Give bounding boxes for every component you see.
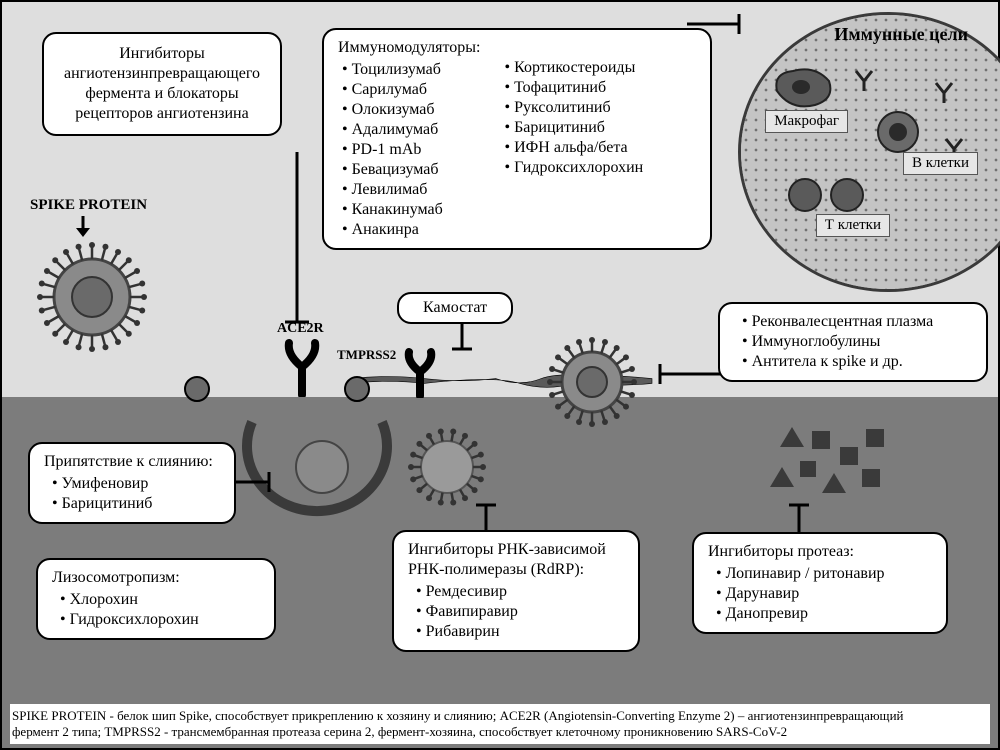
- spike-protein-label: SPIKE PROTEIN: [30, 197, 147, 214]
- fusion-title: Припятствие к слиянию:: [44, 452, 220, 472]
- list-item: Тофацитиниб: [504, 78, 643, 98]
- list-item: Бевацизумаб: [342, 160, 480, 180]
- tbar-plasma-icon: [652, 362, 722, 386]
- list-item: Левилимаб: [342, 180, 480, 200]
- tmprss2-receptor-icon: [397, 344, 443, 398]
- tmprss2-label: TMPRSS2: [337, 347, 396, 363]
- camostat-text: Камостат: [423, 299, 487, 316]
- ace2r-receptor-icon: [277, 337, 327, 397]
- list-item: Лопинавир / ритонавир: [716, 564, 932, 584]
- immune-targets-title: Иммунные цели: [834, 24, 968, 45]
- t-cells-label: Т клетки: [816, 214, 890, 237]
- list-item: Олокизумаб: [342, 100, 480, 120]
- immunomodulators-col2: КортикостероидыТофацитинибРуксолитинибБа…: [500, 58, 643, 178]
- antibody-2-icon: [931, 79, 957, 105]
- list-item: Барицитиниб: [52, 494, 220, 514]
- macrophage-icon: [771, 63, 835, 111]
- footer-legend: SPIKE PROTEIN - белок шип Spike, способс…: [10, 704, 990, 745]
- list-item: Анакинра: [342, 220, 480, 240]
- spike-arrow-icon: [72, 214, 94, 238]
- immunomodulators-box: Иммуномодуляторы: ТоцилизумабСарилумабОл…: [322, 28, 712, 250]
- list-item: Кортикостероиды: [504, 58, 643, 78]
- list-item: Реконвалесцентная плазма: [742, 312, 972, 332]
- protease-title: Ингибиторы протеаз:: [708, 542, 932, 562]
- b-cell-icon: [873, 107, 923, 157]
- list-item: Ремдесивир: [416, 582, 624, 602]
- rdrp-title: Ингибиторы РНК-зависимой РНК-полимеразы …: [408, 540, 624, 580]
- ace2r-label: ACE2R: [277, 321, 324, 337]
- list-item: ИФН альфа/бета: [504, 138, 643, 158]
- fusion-list: УмифеновирБарицитиниб: [44, 474, 220, 514]
- immunomodulators-col1: ТоцилизумабСарилумабОлокизумабАдалимумаб…: [338, 60, 480, 240]
- footer-line1: SPIKE PROTEIN - белок шип Spike, способс…: [12, 708, 988, 724]
- list-item: Канакинумаб: [342, 200, 480, 220]
- lysosomo-list: ХлорохинГидроксихлорохин: [52, 590, 260, 630]
- protease-box: Ингибиторы протеаз: Лопинавир / ритонави…: [692, 532, 948, 634]
- immunomodulators-title: Иммуномодуляторы:: [338, 38, 480, 58]
- list-item: Дарунавир: [716, 584, 932, 604]
- membrane-bump-1-icon: [182, 374, 212, 404]
- diagram-canvas: SPIKE PROTEIN ACE2R TMPRSS2: [0, 0, 1000, 750]
- ace-inhibitors-text: Ингибиторы ангиотензинпревращающего ферм…: [58, 44, 266, 124]
- antibody-1-icon: [851, 67, 877, 93]
- fusion-box: Припятствие к слиянию: УмифеновирБарицит…: [28, 442, 236, 524]
- footer-line2: фермент 2 типа; TMPRSS2 - трансмембранна…: [12, 724, 988, 740]
- lysosomo-title: Лизосомотропизм:: [52, 568, 260, 588]
- list-item: Рибавирин: [416, 622, 624, 642]
- list-item: Фавипиравир: [416, 602, 624, 622]
- list-item: Умифеновир: [52, 474, 220, 494]
- list-item: Тоцилизумаб: [342, 60, 480, 80]
- tbar-ace-icon: [282, 152, 312, 332]
- list-item: Гидроксихлорохин: [60, 610, 260, 630]
- list-item: Адалимумаб: [342, 120, 480, 140]
- macrophage-label: Макрофаг: [765, 110, 848, 133]
- list-item: Антитела к spike и др.: [742, 352, 972, 372]
- protease-list: Лопинавир / ритонавирДарунавирДанопревир: [708, 564, 932, 624]
- plasma-list: Реконвалесцентная плазмаИммуноглобулиныА…: [734, 312, 972, 372]
- membrane-bump-2-icon: [342, 374, 372, 404]
- list-item: Данопревир: [716, 604, 932, 624]
- protease-shapes-icon: [762, 417, 902, 507]
- b-cells-label: В клетки: [903, 152, 978, 175]
- lysosomo-box: Лизосомотропизм: ХлорохинГидроксихлорохи…: [36, 558, 276, 640]
- virus-entering-icon: [542, 332, 642, 432]
- t-cell-1-icon: [785, 175, 825, 215]
- rdrp-list: РемдесивирФавипиравирРибавирин: [408, 582, 624, 642]
- list-item: Сарилумаб: [342, 80, 480, 100]
- virus-extracellular-icon: [32, 237, 152, 357]
- rdrp-box: Ингибиторы РНК-зависимой РНК-полимеразы …: [392, 530, 640, 652]
- ace-inhibitors-box: Ингибиторы ангиотензинпревращающего ферм…: [42, 32, 282, 136]
- list-item: Иммуноглобулины: [742, 332, 972, 352]
- list-item: Хлорохин: [60, 590, 260, 610]
- plasma-box: Реконвалесцентная плазмаИммуноглобулиныА…: [718, 302, 988, 382]
- list-item: PD-1 mAb: [342, 140, 480, 160]
- camostat-box: Камостат: [397, 292, 513, 324]
- t-cell-2-icon: [827, 175, 867, 215]
- list-item: Гидроксихлорохин: [504, 158, 643, 178]
- list-item: Руксолитиниб: [504, 98, 643, 118]
- list-item: Барицитиниб: [504, 118, 643, 138]
